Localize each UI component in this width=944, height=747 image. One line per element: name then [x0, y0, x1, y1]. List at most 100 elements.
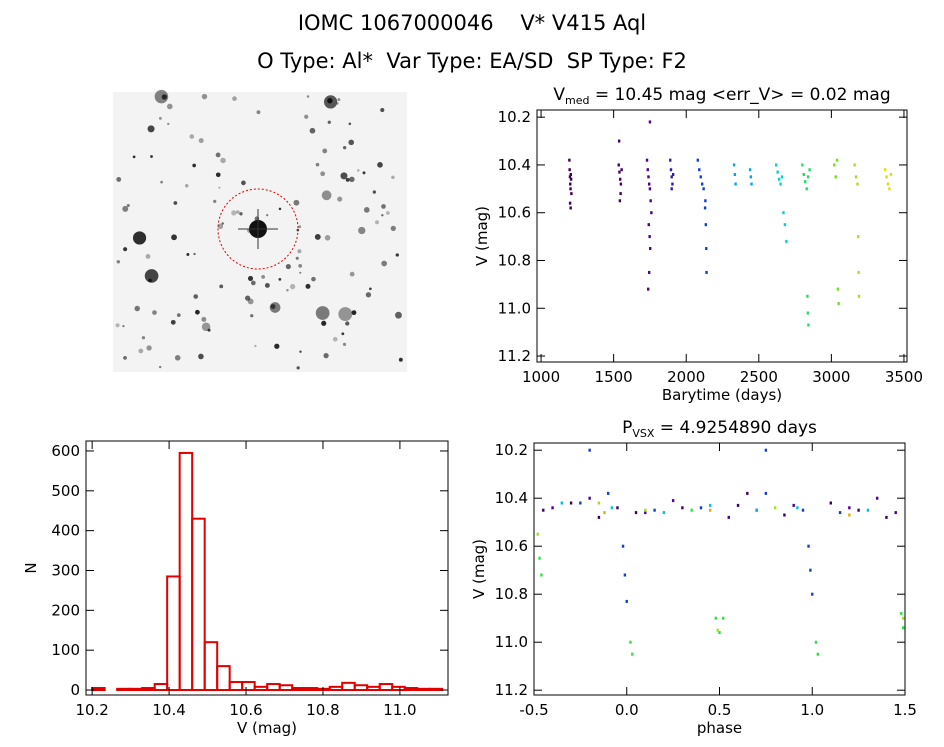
- star: [138, 348, 144, 354]
- star: [390, 225, 396, 232]
- point: [714, 616, 717, 620]
- point: [603, 511, 606, 515]
- plot-frame: [85, 440, 449, 696]
- y-tick-label: 0: [70, 681, 80, 699]
- star: [150, 155, 153, 158]
- point: [834, 175, 837, 179]
- star: [158, 365, 162, 369]
- hist-bar: [153, 683, 169, 692]
- hist-bar: [216, 665, 231, 692]
- star: [337, 98, 341, 102]
- star: [381, 204, 386, 209]
- star: [358, 226, 366, 235]
- point: [750, 182, 753, 186]
- hist-bar: [128, 687, 144, 692]
- star: [391, 175, 395, 180]
- star: [327, 97, 333, 104]
- point: [709, 503, 712, 507]
- star: [189, 134, 195, 139]
- point: [704, 199, 707, 203]
- star: [285, 263, 291, 270]
- star: [250, 280, 256, 286]
- star: [132, 155, 136, 159]
- point: [646, 287, 650, 291]
- point: [777, 177, 781, 181]
- star: [123, 247, 128, 252]
- figure-title: IOMC 1067000046 V* V415 Aql: [298, 11, 646, 35]
- star: [369, 287, 372, 291]
- point: [829, 501, 832, 505]
- point: [619, 182, 623, 186]
- star: [323, 352, 329, 359]
- point: [885, 175, 888, 179]
- point: [801, 163, 804, 167]
- star: [395, 311, 402, 319]
- point: [806, 294, 809, 298]
- point: [802, 172, 805, 176]
- point: [650, 211, 653, 215]
- star: [338, 307, 353, 322]
- point: [709, 508, 712, 512]
- star: [345, 321, 350, 326]
- star: [314, 234, 321, 240]
- point: [647, 223, 650, 227]
- x-tick-label: 11.0: [383, 701, 416, 719]
- star: [198, 353, 204, 360]
- point: [748, 168, 752, 172]
- y-tick-label: 10.4: [498, 156, 531, 174]
- star: [315, 162, 320, 167]
- star: [261, 274, 266, 279]
- star: [198, 138, 204, 144]
- point: [670, 187, 673, 191]
- point: [811, 592, 814, 596]
- point: [669, 168, 673, 172]
- star: [395, 253, 399, 257]
- point: [704, 223, 708, 227]
- point: [722, 616, 725, 620]
- point: [618, 170, 621, 174]
- plot-title: Vmed = 10.45 mag <err_V> = 0.02 mag: [553, 85, 890, 107]
- point: [568, 201, 572, 205]
- point: [785, 239, 788, 243]
- hist-bar: [291, 687, 306, 692]
- point: [644, 511, 647, 515]
- point: [792, 503, 795, 507]
- y-tick-label: 11.0: [498, 299, 531, 317]
- y-tick-label: 400: [51, 522, 80, 540]
- star: [193, 294, 199, 299]
- star: [166, 103, 173, 110]
- y-tick-label: 200: [51, 601, 80, 619]
- point: [755, 508, 758, 512]
- point: [653, 508, 656, 512]
- point: [885, 515, 888, 519]
- title-main: P: [622, 418, 632, 438]
- point: [618, 177, 622, 181]
- point: [569, 172, 573, 176]
- point: [856, 182, 859, 186]
- x-tick-label: 1.5: [893, 701, 917, 719]
- plot-frame: [536, 109, 908, 363]
- x-tick-label: 2500: [740, 368, 778, 386]
- point: [900, 611, 903, 615]
- y-tick-label: 10.6: [495, 537, 528, 555]
- star: [286, 288, 289, 292]
- point: [569, 187, 572, 191]
- y-tick-label: 11.2: [498, 347, 531, 365]
- hist-bar: [391, 685, 406, 692]
- star: [221, 222, 224, 225]
- star: [320, 171, 326, 177]
- point: [648, 120, 652, 124]
- y-tick-label: 10.4: [495, 489, 528, 507]
- hist-bar: [303, 687, 319, 692]
- point: [801, 508, 805, 512]
- point: [625, 599, 628, 603]
- star: [174, 354, 181, 361]
- star: [171, 234, 177, 241]
- point: [670, 175, 673, 179]
- point: [854, 175, 858, 179]
- point: [809, 568, 812, 572]
- star: [341, 332, 345, 336]
- point: [700, 182, 704, 186]
- point: [696, 158, 700, 162]
